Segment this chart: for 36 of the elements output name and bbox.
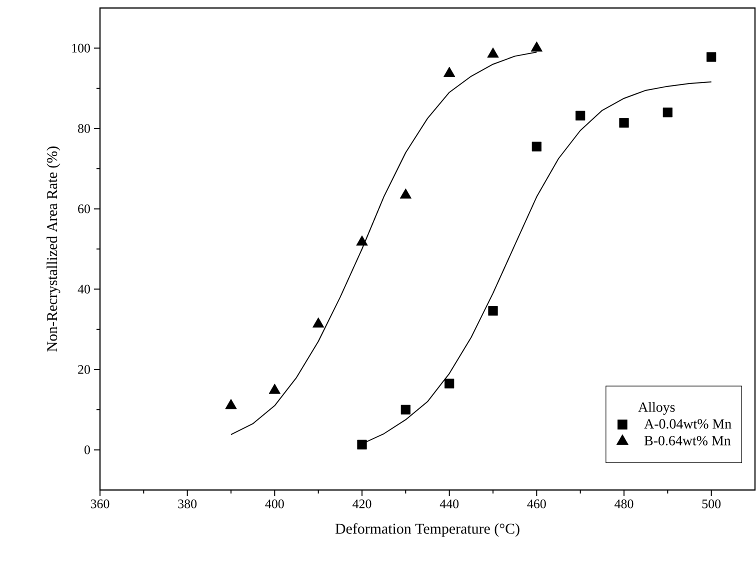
point bbox=[444, 66, 456, 77]
point bbox=[488, 306, 498, 316]
point bbox=[444, 378, 454, 388]
x-axis-title: Deformation Temperature (°C) bbox=[335, 523, 520, 537]
legend-title: Alloys bbox=[638, 402, 675, 415]
point bbox=[357, 440, 367, 450]
y-tick-label: 80 bbox=[78, 124, 90, 133]
y-tick-label: 0 bbox=[84, 445, 90, 454]
x-tick-label: 360 bbox=[90, 500, 110, 508]
point bbox=[619, 118, 629, 128]
point bbox=[400, 404, 410, 414]
x-tick-label: 400 bbox=[265, 500, 284, 508]
x-tick-label: 500 bbox=[702, 500, 721, 508]
point bbox=[530, 41, 542, 52]
legend-label: A-0.04wt% Mn bbox=[644, 419, 732, 429]
point bbox=[576, 110, 586, 120]
x-tick-label: 420 bbox=[352, 500, 372, 508]
x-tick-label: 480 bbox=[614, 500, 634, 508]
y-axis-title: Non-Recrystallized Area Rate (%) bbox=[46, 146, 60, 352]
legend-label: B-0.64wt% Mn bbox=[644, 436, 731, 446]
x-tick-label: 460 bbox=[527, 500, 546, 508]
y-tick-label: 20 bbox=[78, 365, 90, 374]
y-tick-label: 100 bbox=[72, 44, 90, 53]
x-tick-label: 380 bbox=[178, 500, 197, 508]
point bbox=[225, 398, 237, 410]
point bbox=[268, 384, 280, 394]
point bbox=[706, 52, 716, 62]
point bbox=[356, 235, 368, 246]
point bbox=[312, 317, 324, 328]
point bbox=[487, 47, 499, 58]
point bbox=[532, 142, 542, 152]
point bbox=[662, 108, 672, 118]
x-tick-label: 440 bbox=[440, 500, 459, 508]
y-tick-label: 60 bbox=[78, 204, 90, 214]
point bbox=[400, 188, 412, 199]
y-tick-label: 40 bbox=[78, 284, 90, 294]
